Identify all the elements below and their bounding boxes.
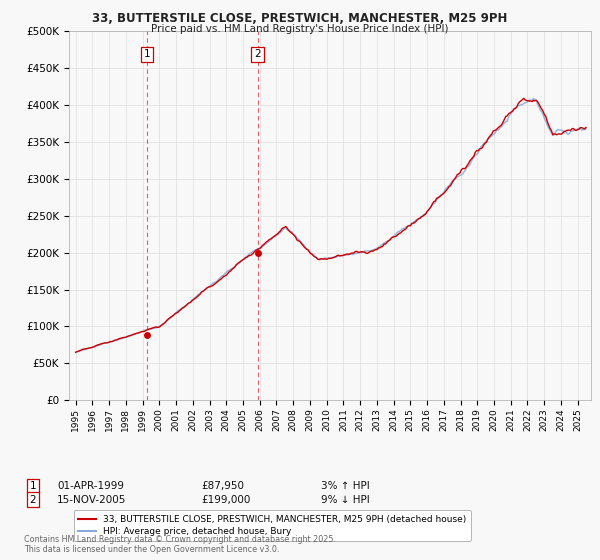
Text: 9% ↓ HPI: 9% ↓ HPI (321, 494, 370, 505)
Text: £87,950: £87,950 (201, 481, 244, 491)
Text: 3% ↑ HPI: 3% ↑ HPI (321, 481, 370, 491)
Text: Contains HM Land Registry data © Crown copyright and database right 2025.
This d: Contains HM Land Registry data © Crown c… (24, 535, 336, 554)
Text: 1: 1 (29, 481, 37, 491)
Text: 01-APR-1999: 01-APR-1999 (57, 481, 124, 491)
Text: 1: 1 (143, 49, 150, 59)
Text: £199,000: £199,000 (201, 494, 250, 505)
Text: 33, BUTTERSTILE CLOSE, PRESTWICH, MANCHESTER, M25 9PH: 33, BUTTERSTILE CLOSE, PRESTWICH, MANCHE… (92, 12, 508, 25)
Text: 15-NOV-2005: 15-NOV-2005 (57, 494, 127, 505)
Text: 2: 2 (254, 49, 261, 59)
Legend: 33, BUTTERSTILE CLOSE, PRESTWICH, MANCHESTER, M25 9PH (detached house), HPI: Ave: 33, BUTTERSTILE CLOSE, PRESTWICH, MANCHE… (74, 510, 471, 541)
Text: 2: 2 (29, 494, 37, 505)
Text: Price paid vs. HM Land Registry's House Price Index (HPI): Price paid vs. HM Land Registry's House … (151, 24, 449, 34)
